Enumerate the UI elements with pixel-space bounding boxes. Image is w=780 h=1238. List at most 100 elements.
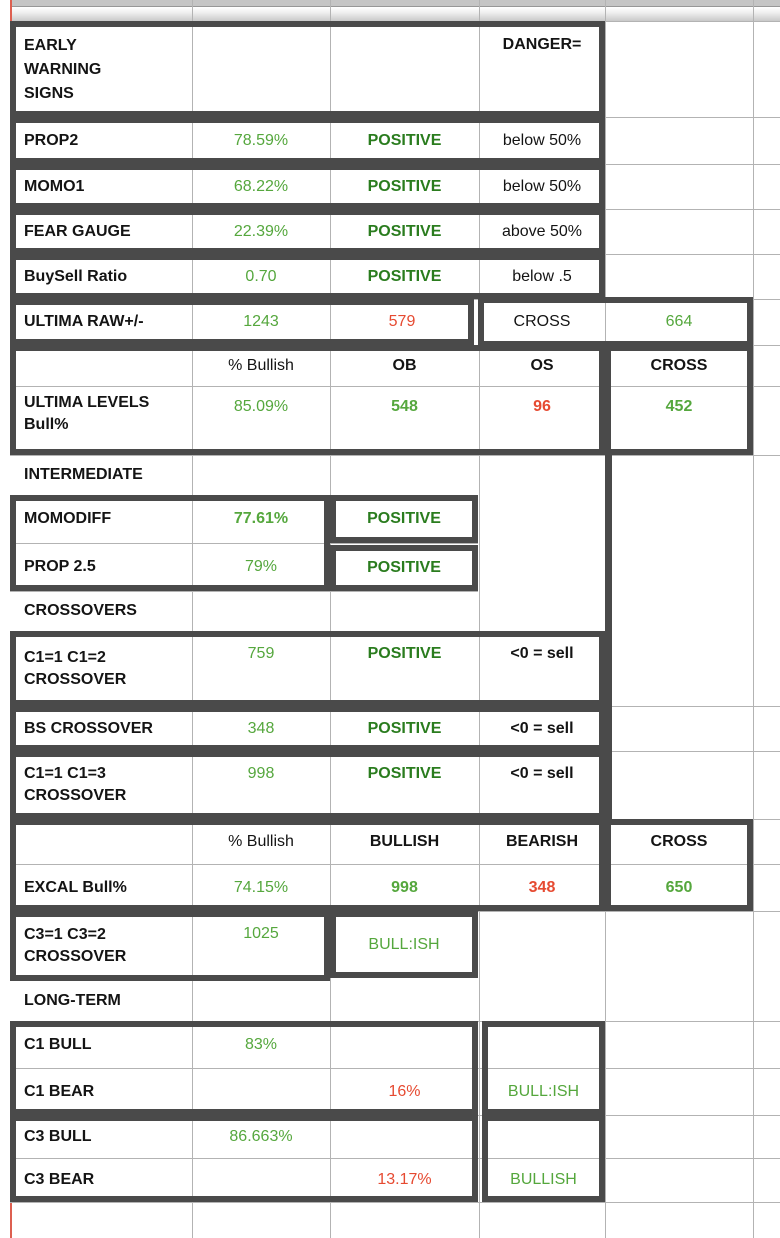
cell-c1bear-label[interactable]: C1 BEAR [24, 1082, 95, 1100]
gridline-v [192, 0, 193, 1238]
cell-prop25-status[interactable]: POSITIVE [367, 559, 441, 577]
cell-bs-value[interactable]: 348 [247, 719, 275, 737]
cell-excal-bull[interactable]: 998 [391, 878, 418, 896]
cell-bs-note[interactable]: <0 = sell [510, 719, 574, 737]
cell-momodiff-value[interactable]: 77.61% [233, 510, 289, 528]
gridline-v [753, 0, 754, 1238]
box-fear-gauge [10, 209, 605, 254]
cell-prop25-label[interactable]: PROP 2.5 [24, 558, 96, 576]
box-momo1 [10, 164, 605, 209]
cell-early-warning-title[interactable]: EARLY WARNING SIGNS [24, 37, 102, 102]
section-title-crossovers[interactable]: CROSSOVERS [24, 602, 137, 620]
table-edge-mark-top [10, 0, 12, 21]
cell-c1-status[interactable]: BULL:ISH [507, 1082, 580, 1100]
cell-c1bull-value[interactable]: 83% [244, 1035, 278, 1053]
cell-c1c3-note[interactable]: <0 = sell [510, 765, 574, 783]
cell-momo1-status[interactable]: POSITIVE [367, 177, 442, 195]
cell-excal-label[interactable]: EXCAL Bull% [24, 878, 127, 896]
box-c1c2-crossover [10, 631, 605, 706]
cell-prop2-note[interactable]: below 50% [502, 131, 582, 149]
cell-c3bull-label[interactable]: C3 BULL [24, 1127, 92, 1145]
cell-excal-bull-header[interactable]: BULLISH [369, 832, 440, 850]
gridline-h [10, 386, 780, 387]
cell-levels-cross-header[interactable]: CROSS [650, 356, 708, 374]
cell-levels-pct-header[interactable]: % Bullish [228, 356, 294, 374]
gridline-h [10, 591, 478, 592]
box-buysell [10, 254, 605, 299]
cell-danger-label[interactable]: DANGER= [502, 36, 582, 54]
section-title-longterm[interactable]: LONG-TERM [24, 992, 121, 1010]
cell-excal-cross[interactable]: 650 [665, 878, 693, 896]
gridline-h [10, 1202, 780, 1203]
cell-excal-pct-header[interactable]: % Bullish [228, 832, 294, 850]
cell-ultima-raw-minus[interactable]: 579 [388, 313, 416, 331]
cell-levels-label[interactable]: ULTIMA LEVELS Bull% [24, 394, 150, 433]
cell-c1bear-value[interactable]: 16% [388, 1082, 421, 1100]
cell-levels-os-header[interactable]: OS [530, 356, 554, 374]
cell-ultima-raw-cross-label[interactable]: CROSS [513, 313, 571, 331]
cell-excal-bear-header[interactable]: BEARISH [505, 832, 578, 850]
box-c3-crossover [10, 911, 330, 981]
cell-prop2-status[interactable]: POSITIVE [367, 131, 442, 149]
cell-momodiff-status[interactable]: POSITIVE [367, 510, 441, 528]
cell-buysell-status[interactable]: POSITIVE [367, 267, 442, 285]
gridline-h [10, 543, 478, 544]
cell-c1c2-label[interactable]: C1=1 C1=2 CROSSOVER [24, 648, 127, 688]
cell-levels-ob-header[interactable]: OB [392, 356, 417, 374]
cell-excal-pct[interactable]: 74.15% [233, 878, 289, 896]
gridline-h [10, 1158, 780, 1159]
cell-fear-gauge-value[interactable]: 22.39% [233, 222, 289, 240]
cell-buysell-note[interactable]: below .5 [512, 267, 572, 285]
cell-prop2-label[interactable]: PROP2 [24, 131, 79, 149]
cell-bs-label[interactable]: BS CROSSOVER [24, 719, 153, 737]
box-excal [10, 819, 605, 911]
cell-fear-gauge-status[interactable]: POSITIVE [367, 222, 442, 240]
box-prop25-status [330, 545, 478, 591]
cell-momodiff-label[interactable]: MOMODIFF [24, 510, 112, 528]
gridline-v [330, 0, 331, 1238]
table-edge-mark-bottom [10, 1203, 12, 1238]
cell-c3bear-label[interactable]: C3 BEAR [24, 1171, 95, 1189]
box-early-warning [10, 21, 605, 117]
cell-c3cross-value[interactable]: 1025 [243, 925, 279, 943]
cell-c1c3-value[interactable]: 998 [247, 765, 275, 783]
box-c3-status [482, 1115, 605, 1202]
cell-c3-status[interactable]: BULLISH [510, 1171, 577, 1189]
gridline-h [10, 864, 780, 865]
cell-buysell-value[interactable]: 0.70 [245, 267, 277, 285]
cell-excal-bear[interactable]: 348 [528, 878, 556, 896]
cell-levels-pct[interactable]: 85.09% [233, 398, 289, 416]
cell-c1c2-note[interactable]: <0 = sell [510, 645, 574, 663]
cell-ultima-raw-plus[interactable]: 1243 [243, 313, 279, 331]
section-title-intermediate[interactable]: INTERMEDIATE [24, 466, 143, 484]
cell-c3bear-value[interactable]: 13.17% [377, 1171, 432, 1189]
cell-prop25-value[interactable]: 79% [244, 558, 278, 576]
cell-levels-ob[interactable]: 548 [391, 398, 418, 416]
cell-c1c3-label[interactable]: C1=1 C1=3 CROSSOVER [24, 765, 127, 804]
cell-momo1-note[interactable]: below 50% [502, 177, 582, 195]
cell-c3cross-status[interactable]: BULL:ISH [368, 935, 440, 953]
cell-c1c2-value[interactable]: 759 [247, 645, 275, 663]
cell-ultima-raw-label[interactable]: ULTIMA RAW+/- [24, 313, 144, 331]
cell-levels-cross[interactable]: 452 [665, 398, 693, 416]
box-c1-longterm [10, 1021, 478, 1115]
cell-excal-cross-header[interactable]: CROSS [650, 832, 708, 850]
box-excal-cross [605, 819, 753, 911]
cell-c3cross-label[interactable]: C3=1 C3=2 CROSSOVER [24, 926, 127, 965]
box-bs-crossover [10, 706, 605, 751]
cell-fear-gauge-label[interactable]: FEAR GAUGE [24, 222, 131, 240]
cell-momo1-value[interactable]: 68.22% [233, 177, 289, 195]
cell-c3bull-value[interactable]: 86.663% [229, 1127, 293, 1145]
cell-ultima-raw-cross-value[interactable]: 664 [665, 313, 693, 331]
cell-levels-os[interactable]: 96 [533, 398, 551, 416]
cell-buysell-label[interactable]: BuySell Ratio [24, 267, 128, 285]
cell-momo1-label[interactable]: MOMO1 [24, 177, 85, 195]
cell-bs-status[interactable]: POSITIVE [367, 719, 442, 737]
cell-fear-gauge-note[interactable]: above 50% [501, 222, 583, 240]
cell-c1c3-status[interactable]: POSITIVE [367, 765, 442, 783]
cell-prop2-value[interactable]: 78.59% [233, 131, 289, 149]
cell-c1c2-status[interactable]: POSITIVE [367, 645, 442, 663]
frozen-row-shadow [10, 7, 780, 21]
cell-c1bull-label[interactable]: C1 BULL [24, 1035, 92, 1053]
top-row-divider [10, 6, 780, 7]
